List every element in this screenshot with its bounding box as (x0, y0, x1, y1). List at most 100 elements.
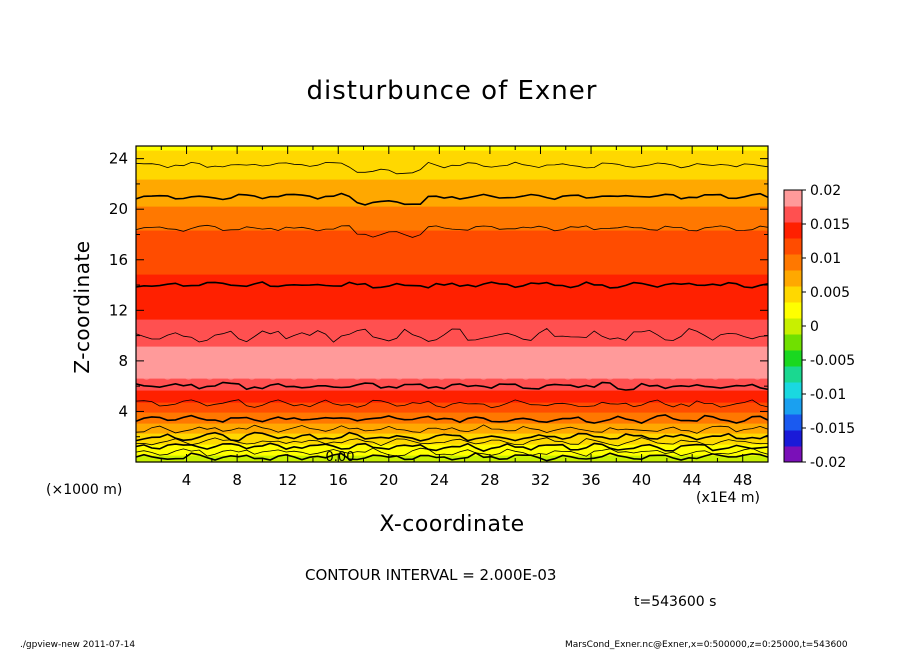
contour-band (136, 183, 768, 185)
contour-band (136, 202, 768, 204)
contour-band (136, 299, 768, 301)
contour-band (136, 303, 768, 305)
peak-patch (223, 351, 238, 380)
contour-band (136, 455, 768, 457)
contour-band (136, 266, 768, 268)
contour-band (136, 158, 768, 160)
colorbar-tick-label: 0.015 (810, 217, 850, 233)
contour-band (136, 243, 768, 245)
contour-band (136, 448, 768, 450)
contour-band (136, 205, 768, 207)
contour-band (136, 291, 768, 293)
contour-band (136, 153, 768, 155)
contour-line (135, 447, 769, 457)
contour-band (136, 375, 768, 377)
contour-band (136, 404, 768, 406)
contour-band (136, 457, 768, 459)
contour-lines (135, 161, 769, 462)
contour-band (136, 371, 768, 373)
contour-line (135, 224, 769, 238)
colorbar-tick-label: 0 (810, 319, 819, 335)
contour-band (136, 262, 768, 264)
contour-band (136, 280, 768, 282)
contour-band (136, 332, 768, 334)
contour-band (136, 176, 768, 178)
contour-band (136, 431, 768, 433)
contour-band (136, 287, 768, 289)
colorbar-tick-label: 0.005 (810, 285, 850, 301)
contour-band (136, 331, 768, 333)
contour-band (136, 245, 768, 247)
contour-band (136, 341, 768, 343)
contour-band (136, 426, 768, 428)
contour-line (135, 161, 769, 175)
contour-band (136, 398, 768, 400)
peak-patch (202, 351, 217, 380)
contour-band (136, 386, 768, 388)
contour-band (136, 414, 768, 416)
contour-line (135, 414, 769, 424)
contour-band (136, 151, 768, 153)
contour-band (136, 358, 768, 360)
colorbar-swatch (784, 430, 802, 447)
contour-band (136, 244, 768, 246)
contour-band (136, 203, 768, 205)
contour-band (136, 438, 768, 440)
contour-band (136, 311, 768, 313)
colorbar-swatch (784, 270, 802, 287)
contour-band (136, 288, 768, 290)
contour-band (136, 161, 768, 163)
peak-patch (624, 351, 639, 380)
contour-band (136, 297, 768, 299)
contour-band (136, 211, 768, 213)
colorbar-tick-label: -0.015 (810, 421, 855, 437)
contour-band (136, 324, 768, 326)
peak-patch (497, 351, 512, 380)
y-tick-label: 20 (109, 200, 128, 218)
contour-band (136, 189, 768, 191)
plot-frame (135, 145, 769, 463)
contour-band (136, 360, 768, 362)
contour-band (136, 259, 768, 261)
contour-band (136, 382, 768, 384)
contour-band (136, 152, 768, 154)
contour-band (136, 406, 768, 408)
colorbar-swatch (784, 286, 802, 303)
contour-band (136, 182, 768, 184)
peak-patch (181, 351, 196, 380)
contour-band (136, 379, 768, 381)
contour-band (136, 355, 768, 357)
contour-band (136, 194, 768, 196)
contour-band (136, 225, 768, 227)
contour-band (136, 319, 768, 321)
y-axis: 4 8 12 16 20 24 (109, 150, 768, 438)
contour-band (136, 422, 768, 424)
contour-line (135, 327, 769, 343)
contour-band (136, 391, 768, 393)
contour-band (136, 187, 768, 189)
contour-band (136, 148, 768, 150)
contour-band (136, 344, 768, 346)
contour-band (136, 390, 768, 392)
contour-band (136, 361, 768, 363)
contour-band (136, 401, 768, 403)
contour-band (136, 338, 768, 340)
contour-band (136, 316, 768, 318)
colorbar-tick-label: -0.005 (810, 353, 855, 369)
colorbar-swatch (784, 318, 802, 335)
colorbar-swatch (784, 382, 802, 399)
contour-band (136, 190, 768, 192)
contour-band (136, 425, 768, 427)
colorbar-swatch (784, 350, 802, 367)
peak-patch (687, 351, 702, 380)
peak-patch (455, 351, 470, 380)
contour-band (136, 383, 768, 385)
contour-band (136, 247, 768, 249)
contour-band (136, 285, 768, 287)
contour-band (136, 210, 768, 212)
contour-band (136, 362, 768, 364)
contour-band (136, 313, 768, 315)
contour-band (136, 373, 768, 375)
contour-band (136, 412, 768, 414)
contour-band (136, 460, 768, 462)
